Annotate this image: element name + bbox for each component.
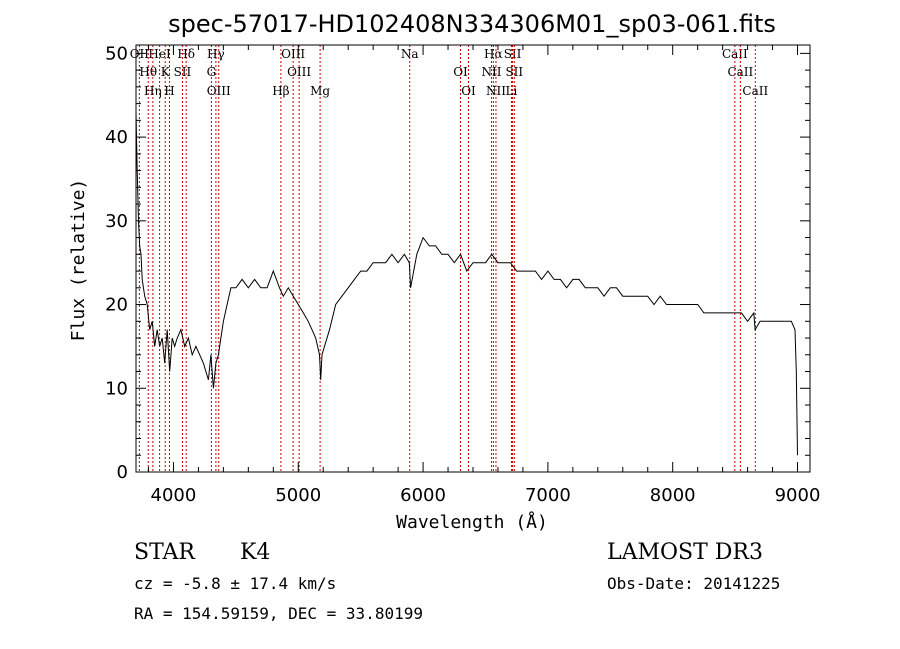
spectral-line-label: NII bbox=[486, 84, 506, 98]
spectral-line-label: HeI bbox=[148, 47, 171, 61]
class-label: STAR bbox=[134, 540, 195, 565]
redshift-text: cz = -5.8 ± 17.4 km/s bbox=[134, 574, 337, 593]
spectral-line-label: SII bbox=[505, 65, 523, 79]
spectral-line-label: Hγ bbox=[207, 47, 225, 61]
plot-frame bbox=[135, 44, 811, 473]
y-tick-label: 50 bbox=[105, 43, 128, 64]
axis-ticks: 4000 5000 6000 7000 8000 9000 0 10 20 30 40 50 bbox=[105, 43, 820, 506]
spectrum-line bbox=[135, 111, 798, 456]
chart-title: spec-57017-HD102408N334306M01_sp03-061.f… bbox=[168, 10, 776, 38]
spectral-line-label: OI bbox=[453, 65, 468, 79]
x-tick-label: 4000 bbox=[151, 485, 197, 506]
survey-label: LAMOST DR3 bbox=[607, 540, 763, 565]
spectral-line-label: CaII bbox=[722, 47, 748, 61]
y-tick-label: 0 bbox=[117, 462, 128, 483]
x-axis-label: Wavelength (Å) bbox=[396, 511, 548, 533]
spectral-line-label: SII bbox=[504, 47, 522, 61]
spectral-line-label: SII bbox=[174, 65, 192, 79]
y-tick-label: 20 bbox=[105, 295, 128, 316]
spectral-line-label: NII bbox=[481, 65, 501, 79]
spectral-line-label: Hη bbox=[144, 84, 162, 98]
spectral-line-label: CaII bbox=[727, 65, 753, 79]
spectral-line-label: OIII bbox=[207, 84, 231, 98]
spectral-line-label: K bbox=[161, 65, 171, 79]
x-tick-label: 8000 bbox=[650, 485, 696, 506]
x-tick-label: 7000 bbox=[525, 485, 571, 506]
spectral-line-label: Na bbox=[401, 47, 419, 61]
x-tick-label: 9000 bbox=[775, 485, 821, 506]
y-tick-label: 40 bbox=[105, 127, 128, 148]
spectral-line-label: Hθ bbox=[139, 65, 157, 79]
spectral-line-label: OIII bbox=[287, 65, 311, 79]
x-tick-label: 6000 bbox=[400, 485, 446, 506]
spectral-line-label: OII bbox=[130, 47, 150, 61]
y-tick-label: 10 bbox=[105, 378, 128, 399]
spectral-line-label: OI bbox=[461, 84, 476, 98]
spectral-line-label: G bbox=[207, 65, 217, 79]
spectral-line-markers: OII Hθ Hη HeI KH Hδ SII OIII Hγ G Hβ OIII OIII Mg Na OI… bbox=[130, 45, 768, 472]
spectral-line-label: Li bbox=[506, 84, 518, 98]
obs-date-text: Obs-Date: 20141225 bbox=[607, 574, 781, 593]
coordinates-text: RA = 154.59159, DEC = 33.80199 bbox=[134, 604, 423, 623]
spectral-line-label: Hδ bbox=[177, 47, 195, 61]
y-tick-label: 30 bbox=[105, 211, 128, 232]
spectral-line-label: Hβ bbox=[272, 84, 289, 98]
y-axis-label: Flux (relative) bbox=[68, 179, 89, 342]
x-tick-label: 5000 bbox=[275, 485, 321, 506]
spectral-line-label: OIII bbox=[281, 47, 305, 61]
subclass-label: K4 bbox=[240, 540, 271, 565]
spectral-line-label: Hα bbox=[484, 47, 503, 61]
spectral-line-label: Mg bbox=[310, 84, 330, 98]
spectral-line-label: CaII bbox=[742, 84, 768, 98]
spectral-line-label: H bbox=[164, 84, 174, 98]
